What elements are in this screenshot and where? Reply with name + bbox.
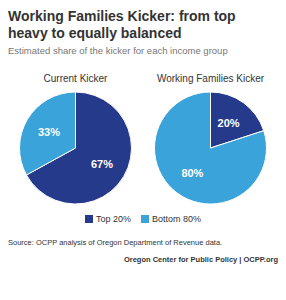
svg-text:33%: 33%	[38, 126, 60, 138]
html-text:Oregon Center for Public Polic: Oregon Center for Public Policy | OCPP.o…	[123, 255, 278, 264]
svg-text:20%: 20%	[218, 117, 240, 129]
html-text:Estimated share of the kicker: Estimated share of the kicker for each i…	[8, 45, 228, 56]
html-text:Top 20%: Top 20%	[96, 214, 131, 224]
html-text:Source: OCPP analysis of Orego: Source: OCPP analysis of Oregon Departme…	[8, 238, 223, 247]
html-text:Working Families Kicker: Working Families Kicker	[157, 73, 264, 84]
html-text:Bottom 80%: Bottom 80%	[152, 214, 201, 224]
html-text:Current Kicker: Current Kicker	[43, 73, 108, 84]
html-text:Working Families Kicker: from: Working Families Kicker: from top heavy …	[8, 8, 236, 41]
svg-text:80%: 80%	[181, 167, 203, 179]
svg-text:67%: 67%	[91, 158, 113, 170]
